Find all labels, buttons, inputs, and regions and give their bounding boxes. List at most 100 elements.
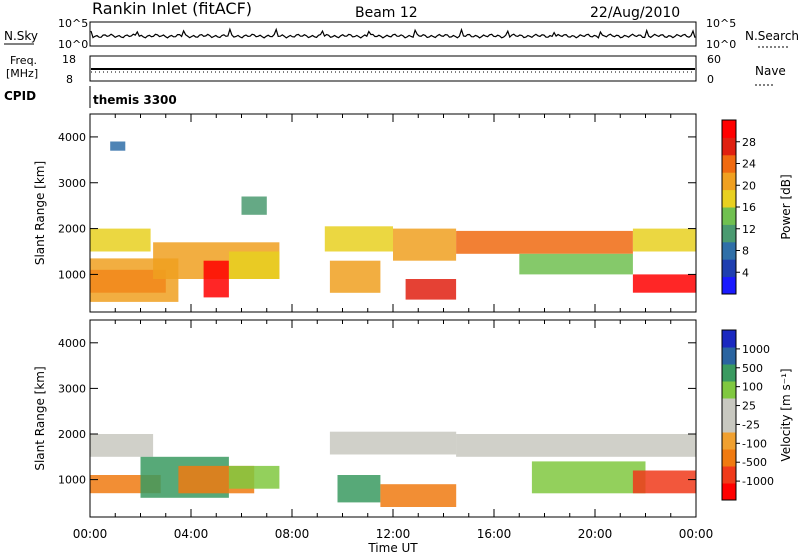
data-band: [90, 228, 151, 252]
colorbar-segment: [722, 347, 736, 365]
station-title: Rankin Inlet (fitACF): [92, 0, 252, 18]
data-band: [632, 274, 696, 293]
y-tick-label: 4000: [58, 131, 86, 144]
data-band: [337, 475, 381, 503]
colorbar-label: Velocity [m s⁻¹]: [779, 368, 793, 461]
data-band: [380, 484, 457, 507]
colorbar-label: Power [dB]: [779, 174, 793, 239]
colorbar-segment: [722, 364, 736, 382]
nsearch-tick-bottom: 10^0: [706, 38, 736, 51]
colorbar-tick-label: 24: [742, 158, 756, 171]
power-panel: 1000 2000 3000 4000 Slant Range [km]: [33, 113, 697, 313]
data-band: [531, 461, 646, 494]
colorbar-segment: [722, 398, 736, 416]
velocity-panel: 1000 2000 3000 4000 Slant Range [km]: [33, 319, 697, 518]
colorbar-tick-label: -25: [742, 418, 760, 431]
nave-label: Nave: [755, 64, 786, 78]
beam-title: Beam 12: [355, 5, 418, 21]
colorbar-segment: [722, 241, 736, 260]
freq-unit-label: [MHz]: [6, 67, 38, 80]
colorbar-tick-label: 28: [742, 136, 756, 149]
x-tick-label: 08:00: [275, 527, 310, 541]
colorbar-tick-label: 16: [742, 201, 756, 214]
colorbar-segment: [722, 483, 736, 501]
y-axis-label: Slant Range [km]: [33, 366, 47, 470]
colorbar-segment: [722, 154, 736, 173]
nsky-trace: [90, 27, 696, 39]
freq-panel-frame: [89, 55, 697, 82]
nsky-line: [90, 27, 696, 39]
cpid-label: CPID: [4, 89, 36, 103]
data-band: [456, 434, 696, 457]
y-tick-label: 2000: [58, 223, 86, 236]
colorbar-segment: [722, 207, 736, 225]
date-title: 22/Aug/2010: [590, 5, 680, 21]
colorbar-tick-label: 8: [742, 245, 749, 258]
colorbar-tick-label: -1000: [742, 475, 774, 488]
freq-label: Freq.: [10, 54, 37, 67]
colorbar-tick-label: 100: [742, 381, 763, 394]
power-colorbar: 4 8 12 16 20 24 28 Power [dB]: [721, 119, 793, 295]
data-band: [228, 251, 280, 279]
x-axis-label: Time UT: [367, 541, 418, 554]
colorbar-segment: [722, 415, 736, 433]
colorbar-segment: [722, 381, 736, 399]
nave-tick-bottom: 0: [707, 73, 714, 86]
colorbar-tick-label: 500: [742, 362, 763, 375]
colorbar-tick-label: 1000: [742, 343, 770, 356]
nsky-tick-bottom: 10^0: [58, 38, 88, 51]
freq-tick-bottom: 8: [66, 73, 73, 86]
data-band: [632, 228, 696, 252]
data-band: [393, 228, 457, 261]
data-band: [110, 141, 126, 151]
data-band: [241, 196, 267, 215]
x-axis-ticks: 00:00 04:00 08:00 12:00 16:00 20:00 00:00: [73, 527, 714, 541]
colorbar-segment: [722, 120, 736, 138]
y-tick-label: 1000: [58, 268, 86, 281]
x-tick-label: 20:00: [578, 527, 613, 541]
y-tick-label: 1000: [58, 474, 86, 487]
nsky-tick-top: 10^5: [58, 17, 88, 30]
data-band: [90, 434, 154, 457]
cpid-value: themis 3300: [93, 93, 177, 107]
panel-frame: [89, 113, 697, 313]
y-tick-label: 3000: [58, 382, 86, 395]
colorbar-tick-label: 25: [742, 400, 756, 413]
colorbar-tick-label: -500: [742, 456, 767, 469]
data-band: [324, 226, 393, 252]
nave-tick-top: 60: [707, 53, 721, 66]
colorbar-tick-label: 12: [742, 223, 756, 236]
nsky-panel-frame: [89, 21, 697, 47]
nsearch-label: N.Search: [745, 29, 799, 43]
colorbar-segment: [722, 189, 736, 208]
data-band: [405, 279, 457, 300]
colorbar-segment: [722, 224, 736, 243]
y-axis-label: Slant Range [km]: [33, 161, 47, 265]
x-tick-label: 12:00: [376, 527, 411, 541]
x-tick-label: 04:00: [174, 527, 209, 541]
data-band: [329, 431, 457, 455]
x-tick-label: 00:00: [73, 527, 108, 541]
velocity-colorbar: 1000 500 100 25 -25 -100 -500 -1000 Velocity [m …: [721, 329, 793, 501]
x-tick-label: 16:00: [477, 527, 512, 541]
colorbar-tick-label: 4: [742, 266, 749, 279]
data-band: [228, 465, 280, 489]
y-tick-label: 2000: [58, 428, 86, 441]
freq-tick-top: 18: [62, 53, 76, 66]
data-band: [203, 260, 229, 298]
colorbar-segment: [722, 330, 736, 348]
y-tick-label: 3000: [58, 177, 86, 190]
data-band: [329, 260, 381, 293]
data-band: [519, 253, 633, 275]
colorbar-segment: [722, 137, 736, 156]
colorbar-tick-label: 20: [742, 179, 756, 192]
colorbar-tick-label: -100: [742, 437, 767, 450]
colorbar-segment: [722, 259, 736, 278]
nsearch-tick-top: 10^5: [706, 17, 736, 30]
colorbar-segment: [722, 449, 736, 467]
data-band: [456, 230, 633, 254]
colorbar-segment: [722, 172, 736, 191]
colorbar-frame: [721, 329, 737, 501]
